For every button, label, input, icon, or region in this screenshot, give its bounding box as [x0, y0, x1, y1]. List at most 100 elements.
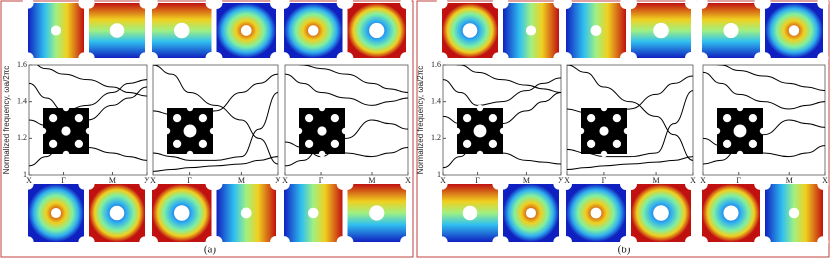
hole	[586, 139, 596, 149]
y-tick-label: 1	[437, 170, 441, 179]
hole	[462, 139, 472, 149]
y-tick-label: 1.4	[431, 96, 441, 105]
x-tick-label: Γ	[736, 176, 741, 185]
x-tick-label: X	[822, 176, 828, 185]
y-tick-label: 1	[23, 170, 27, 179]
hole	[612, 139, 622, 149]
hole	[462, 205, 478, 221]
hole	[436, 0, 448, 9]
hole	[295, 127, 303, 135]
hole	[599, 126, 609, 136]
hole	[304, 139, 314, 149]
x-tick-label: M	[786, 176, 793, 185]
x-tick-label: Γ	[187, 176, 192, 185]
hole	[22, 236, 34, 248]
x-tick-label: X	[405, 176, 411, 185]
hole	[369, 22, 385, 39]
x-tick-label: Γ	[61, 176, 66, 185]
hole	[146, 52, 158, 64]
hole	[759, 0, 771, 9]
hole	[473, 124, 487, 138]
hole	[317, 126, 327, 136]
hole	[307, 207, 319, 219]
hole	[210, 236, 223, 248]
hole	[476, 150, 484, 158]
hole	[759, 52, 771, 64]
hole	[240, 25, 252, 36]
hole	[653, 205, 669, 221]
hole	[318, 150, 326, 158]
hole	[83, 178, 95, 190]
band-line	[153, 65, 278, 165]
hole	[278, 236, 290, 248]
hole	[183, 124, 197, 138]
hole	[476, 104, 484, 112]
hole	[109, 205, 125, 221]
hole	[48, 113, 58, 123]
band-line	[153, 92, 278, 161]
hole	[453, 127, 461, 135]
hole	[341, 52, 354, 64]
band-line	[567, 156, 693, 170]
y-tick-label: 1.6	[431, 60, 441, 69]
hole	[174, 22, 190, 39]
hole	[341, 0, 354, 9]
hole	[625, 0, 637, 9]
x-tick-label: X	[440, 176, 446, 185]
hole	[525, 207, 537, 219]
hole	[817, 236, 829, 248]
hole	[61, 126, 71, 136]
x-tick-label: X	[564, 176, 570, 185]
hole	[713, 127, 721, 135]
hole	[590, 207, 602, 219]
x-tick-label: Γ	[319, 176, 324, 185]
hole	[625, 178, 637, 190]
band-line	[153, 156, 278, 172]
hole	[696, 0, 708, 9]
hole	[560, 178, 572, 190]
y-axis-label: Normalized frequency, ωa/2πc	[416, 66, 425, 175]
hole	[62, 104, 70, 112]
hole	[685, 52, 697, 64]
hole	[146, 236, 158, 248]
hole	[696, 236, 708, 248]
band-line	[36, 65, 147, 97]
hole	[83, 236, 95, 248]
hole	[22, 52, 34, 64]
hole	[22, 178, 34, 190]
hole	[330, 113, 340, 123]
hole	[723, 22, 739, 39]
band-line	[715, 65, 825, 92]
x-tick-label: X	[700, 176, 706, 185]
hole	[560, 52, 572, 64]
hole	[304, 113, 314, 123]
hole	[240, 207, 252, 219]
hole	[462, 113, 472, 123]
hole	[146, 178, 158, 190]
hole	[685, 178, 697, 190]
hole	[462, 23, 478, 38]
band-line	[703, 145, 825, 165]
hole	[209, 127, 217, 135]
hole	[198, 113, 208, 123]
hole	[600, 104, 608, 112]
hole	[330, 139, 340, 149]
hole	[62, 150, 70, 158]
band-line	[298, 65, 408, 93]
x-tick-label: X	[282, 176, 288, 185]
hole	[85, 127, 93, 135]
hole	[722, 139, 732, 149]
hole	[210, 52, 223, 64]
hole	[50, 25, 62, 36]
hole	[74, 113, 84, 123]
band-line	[703, 71, 825, 110]
band-line	[567, 65, 693, 161]
x-tick-label: Γ	[602, 176, 607, 185]
hole	[83, 0, 95, 9]
hole	[586, 113, 596, 123]
hole	[497, 236, 509, 248]
hole	[736, 150, 744, 158]
hole	[817, 52, 829, 64]
hole	[759, 178, 771, 190]
